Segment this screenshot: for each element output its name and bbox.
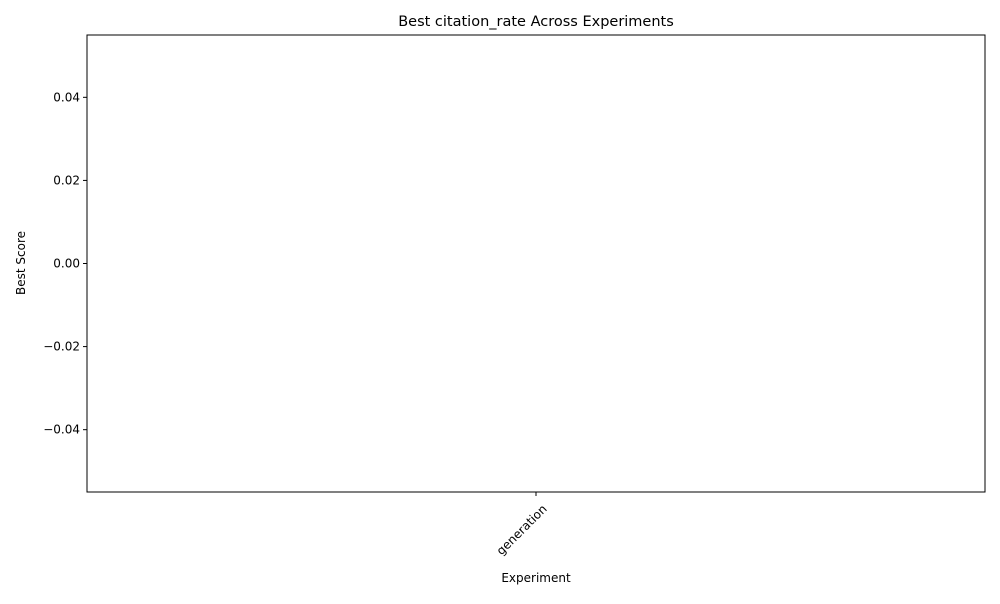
y-tick-label: 0.02 <box>53 173 80 187</box>
plot-frame <box>86 34 986 493</box>
x-axis-label: Experiment <box>501 571 571 585</box>
chart-title: Best citation_rate Across Experiments <box>398 14 674 30</box>
x-tick-label: generation <box>494 502 550 558</box>
y-tick-label: −0.02 <box>43 340 80 354</box>
y-ticks: −0.04 −0.02 0.00 0.02 0.04 <box>43 90 87 437</box>
y-axis-label: Best Score <box>14 231 28 295</box>
y-tick-label: 0.04 <box>53 90 80 104</box>
y-tick-label: −0.04 <box>43 423 80 437</box>
x-ticks: generation <box>494 492 550 558</box>
axes <box>86 34 986 493</box>
y-tick-label: 0.00 <box>53 257 80 271</box>
